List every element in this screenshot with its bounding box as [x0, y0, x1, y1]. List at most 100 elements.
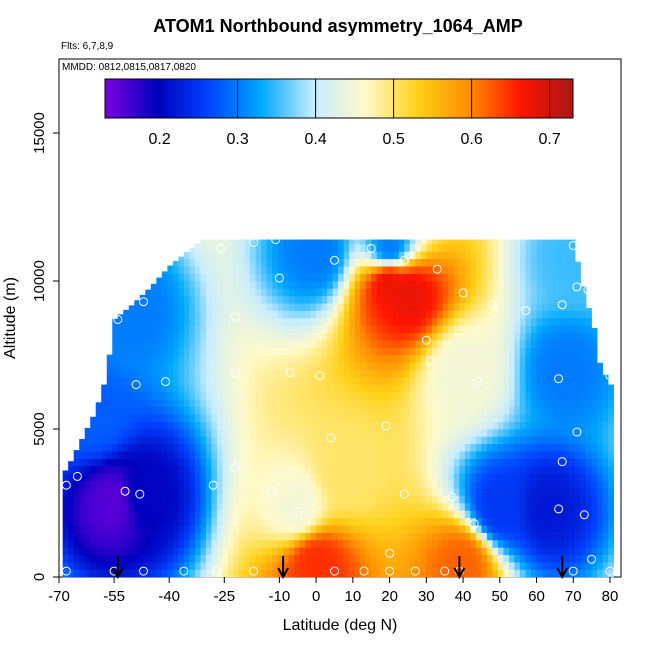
heat-cell — [310, 244, 317, 252]
heat-cell — [238, 458, 245, 467]
heat-cell — [481, 451, 488, 459]
heat-cell — [360, 473, 367, 482]
heat-cell — [365, 451, 372, 459]
heat-cell — [305, 392, 311, 400]
heat-cell — [475, 517, 482, 526]
heat-cell — [431, 340, 438, 348]
heat-cell — [244, 443, 251, 452]
heat-cell — [591, 503, 598, 511]
heat-cell — [145, 532, 152, 541]
heat-cell — [580, 495, 587, 504]
heat-cell — [189, 554, 196, 563]
heat-cell — [531, 369, 537, 378]
heat-cell — [602, 429, 609, 437]
heat-cell — [172, 540, 179, 548]
heat-cell — [503, 540, 510, 548]
heat-cell — [558, 532, 565, 541]
heat-cell — [332, 436, 339, 445]
heat-cell — [575, 436, 581, 445]
heat-cell — [305, 547, 311, 556]
heat-cell — [189, 451, 196, 459]
heat-cell — [437, 362, 444, 371]
heat-cell — [261, 480, 267, 489]
heat-cell — [316, 295, 322, 304]
heat-cell — [519, 258, 526, 267]
heat-cell — [211, 258, 218, 267]
heat-cell — [123, 340, 130, 348]
heat-cell — [503, 384, 510, 393]
heat-cell — [172, 318, 179, 326]
heat-cell — [448, 392, 455, 400]
heat-cell — [161, 503, 168, 511]
heat-cell — [227, 473, 234, 482]
heat-cell — [475, 473, 482, 482]
heat-cell — [261, 443, 267, 452]
heat-cell — [316, 362, 322, 371]
heat-cell — [79, 466, 86, 474]
heat-cell — [205, 436, 212, 445]
heat-cell — [542, 310, 548, 319]
heat-cell — [343, 517, 350, 526]
heat-cell — [134, 369, 141, 378]
heat-cell — [448, 318, 455, 326]
heat-cell — [354, 288, 361, 297]
heat-cell — [387, 451, 394, 459]
heat-cell — [547, 436, 554, 445]
heat-cell — [200, 495, 207, 504]
heat-cell — [531, 266, 537, 274]
heat-cell — [194, 362, 201, 371]
heat-cell — [349, 399, 355, 408]
heat-cell — [591, 414, 598, 422]
heat-cell — [310, 340, 317, 348]
heat-cell — [365, 318, 372, 326]
heat-cell — [255, 355, 262, 363]
heat-cell — [547, 510, 554, 519]
heat-cell — [112, 540, 119, 548]
heat-cell — [178, 480, 185, 489]
heat-cell — [167, 325, 174, 334]
heat-cell — [586, 355, 592, 363]
heat-cell — [442, 495, 449, 504]
heat-cell — [464, 473, 471, 482]
heat-cell — [475, 340, 482, 348]
heat-cell — [575, 547, 581, 556]
heat-cell — [294, 569, 300, 578]
heat-cell — [90, 466, 97, 474]
heat-cell — [321, 473, 328, 482]
heat-cell — [194, 458, 201, 467]
heat-cell — [508, 443, 515, 452]
heat-cell — [294, 377, 300, 385]
heat-cell — [294, 384, 300, 393]
heat-cell — [178, 488, 185, 496]
heat-cell — [475, 258, 482, 267]
heat-cell — [266, 325, 273, 334]
heat-cell — [172, 562, 179, 570]
heat-cell — [321, 451, 328, 459]
heat-cell — [431, 488, 438, 496]
heat-cell — [437, 547, 444, 556]
heat-cell — [426, 295, 433, 304]
heat-cell — [586, 340, 592, 348]
heat-cell — [178, 443, 185, 452]
heat-cell — [167, 369, 174, 378]
heat-cell — [426, 525, 433, 533]
heat-cell — [431, 266, 438, 274]
heat-cell — [338, 554, 344, 563]
heat-cell — [536, 569, 543, 578]
heat-cell — [503, 406, 510, 415]
heat-cell — [519, 273, 526, 282]
heat-cell — [95, 547, 102, 556]
heat-cell — [354, 451, 361, 459]
heat-cell — [73, 525, 80, 533]
heat-cell — [536, 429, 543, 437]
heat-cell — [536, 332, 543, 341]
heat-cell — [475, 369, 482, 378]
heat-cell — [349, 421, 355, 430]
heat-cell — [464, 347, 471, 356]
heat-cell — [547, 480, 554, 489]
heat-cell — [222, 266, 229, 274]
heat-cell — [244, 451, 251, 459]
heat-cell — [393, 458, 400, 467]
heat-cell — [525, 540, 532, 548]
heat-cell — [481, 384, 488, 393]
